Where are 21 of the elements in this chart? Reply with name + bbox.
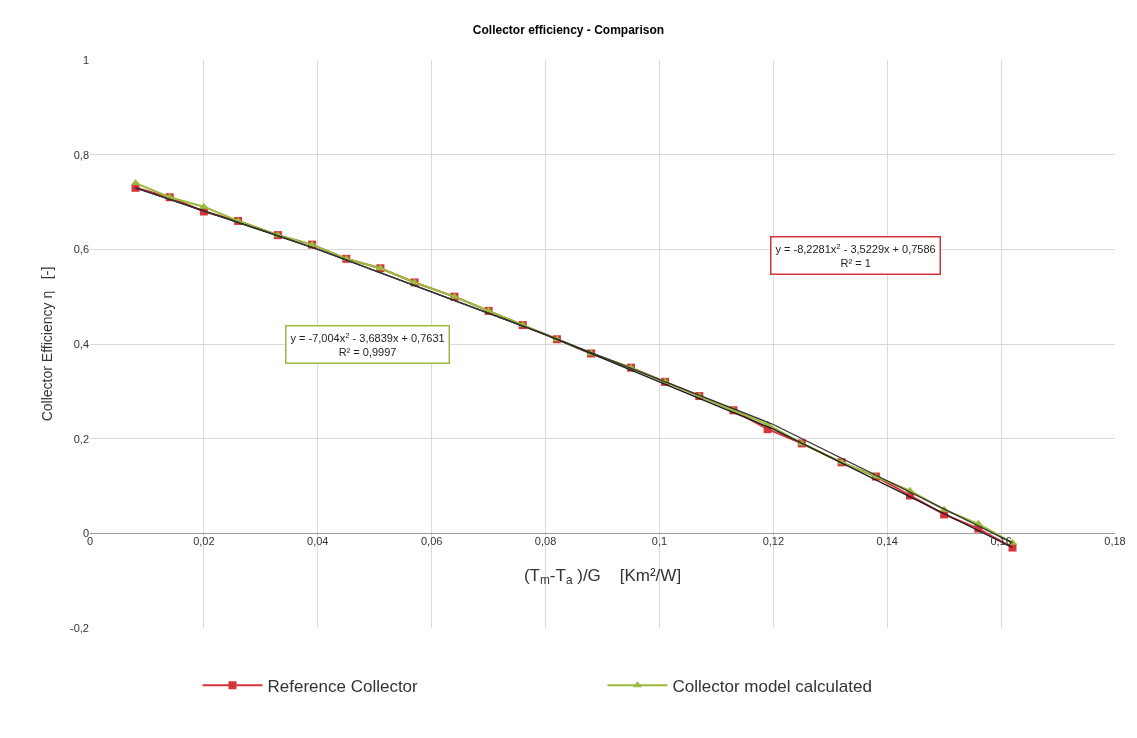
x-tick-label: 0,08 xyxy=(534,535,557,548)
x-tick-label: 0,1 xyxy=(651,535,668,548)
y-tick-label: 0,2 xyxy=(73,432,89,445)
y-tick-label: 1 xyxy=(82,53,89,66)
annotation: y = -7,004x$^{2}$ - 3,6839x + 0,7631 R² = 0,9997 xyxy=(290,330,445,359)
x-tick-label: 0,12 xyxy=(762,535,785,548)
x-axis-title: (T$_{m}$-T$_{a}$ )/G [Km²/W] xyxy=(523,565,682,588)
legend-label: Reference Collector xyxy=(267,676,419,696)
y-tick-label: 0,4 xyxy=(73,337,89,350)
y-tick-label: 0,8 xyxy=(73,148,89,161)
chart-title: Collector efficiency - Comparison xyxy=(472,23,665,38)
annotation: y = -8,2281x$^{2}$ - 3,5229x + 0,7586 R² = 1 xyxy=(775,241,936,270)
x-tick-label: 0,06 xyxy=(420,535,443,548)
x-tick-label: 0,04 xyxy=(307,535,329,548)
x-tick-label: 0,02 xyxy=(193,535,215,548)
legend-label: Collector model calculated xyxy=(672,676,872,696)
x-tick-label: 0,18 xyxy=(1104,535,1126,548)
y-tick-label: 0,6 xyxy=(73,243,89,256)
y-tick-label: -0,2 xyxy=(70,621,89,634)
x-tick-label: 0,14 xyxy=(876,535,898,548)
y-axis-title: Collector Efficiency η [-] xyxy=(39,266,55,422)
